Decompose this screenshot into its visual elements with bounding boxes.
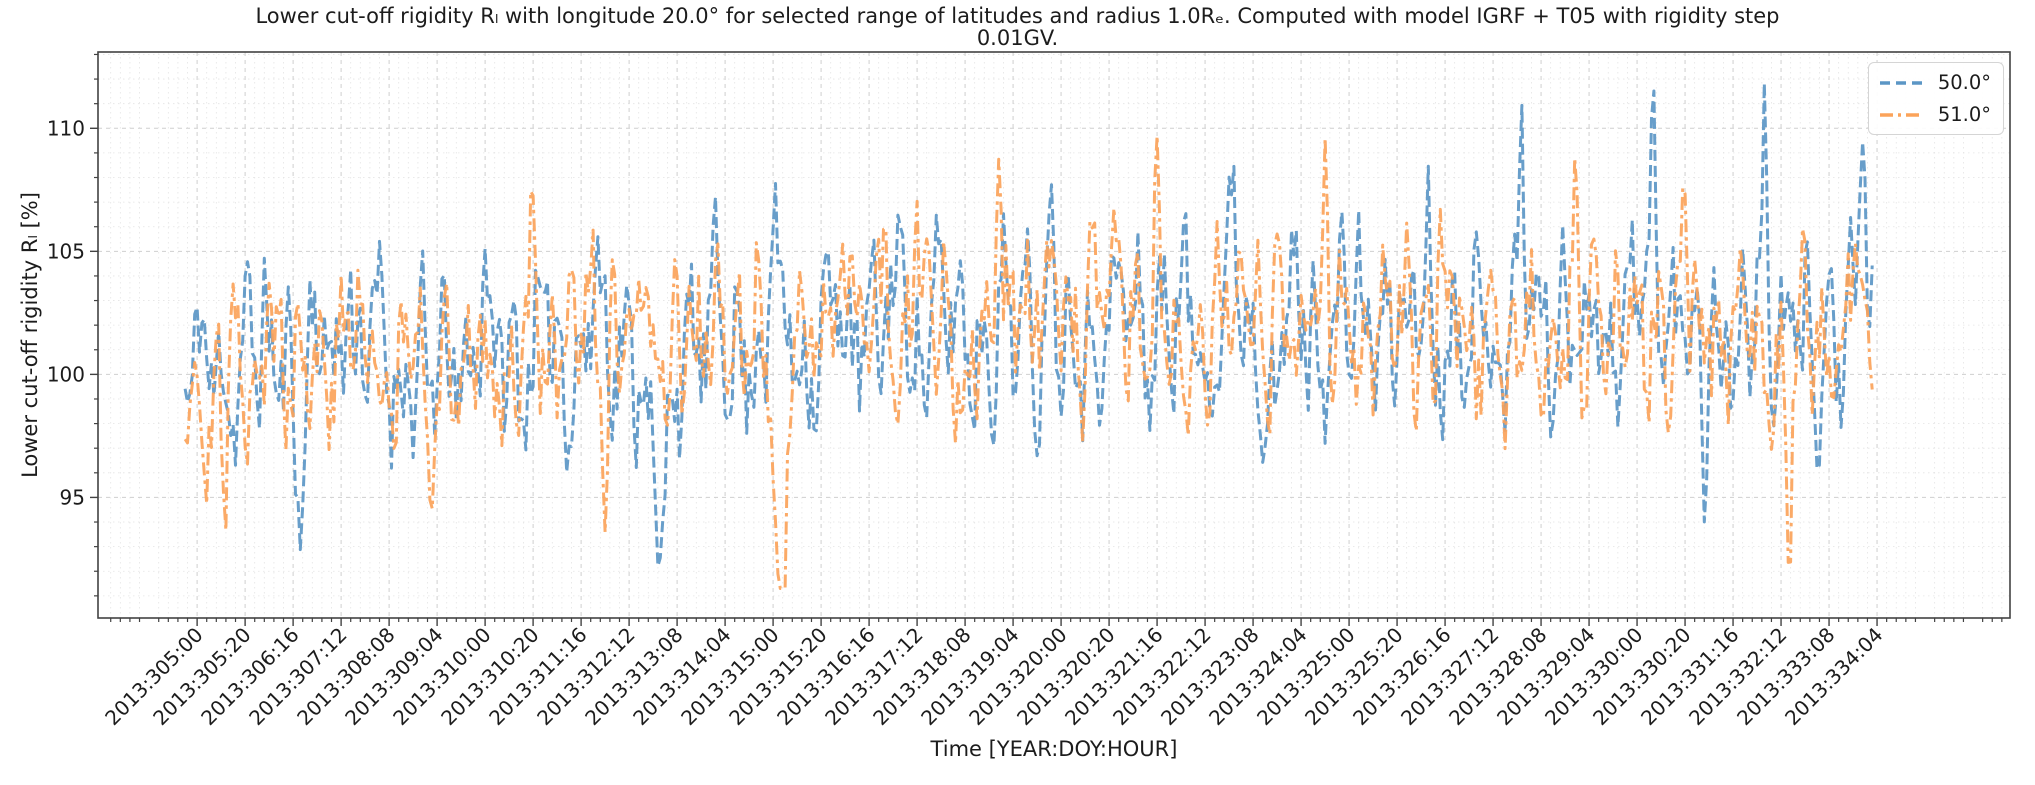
plot-border bbox=[97, 51, 2011, 619]
chart-title-line1: Lower cut-off rigidity Rₗ with longitude… bbox=[255, 4, 1780, 28]
chart-title-line2: 0.01GV. bbox=[976, 26, 1059, 50]
y-tick-label: 95 bbox=[60, 485, 85, 509]
legend-label-51: 51.0° bbox=[1937, 103, 1991, 126]
chart-title: Lower cut-off rigidity Rₗ with longitude… bbox=[0, 5, 2035, 49]
legend-entry-51: 51.0° bbox=[1879, 103, 1991, 126]
y-tick-label: 105 bbox=[47, 239, 85, 263]
legend: 50.0° 51.0° bbox=[1868, 62, 2004, 135]
y-tick-label: 110 bbox=[47, 116, 85, 140]
y-tick-label: 100 bbox=[47, 362, 85, 386]
legend-entry-50: 50.0° bbox=[1879, 71, 1991, 94]
legend-dashdot-line-icon bbox=[1880, 112, 1922, 117]
x-axis-label: Time [YEAR:DOY:HOUR] bbox=[930, 737, 1178, 761]
legend-dashed-line-icon bbox=[1880, 80, 1922, 85]
legend-label-50: 50.0° bbox=[1937, 71, 1991, 94]
